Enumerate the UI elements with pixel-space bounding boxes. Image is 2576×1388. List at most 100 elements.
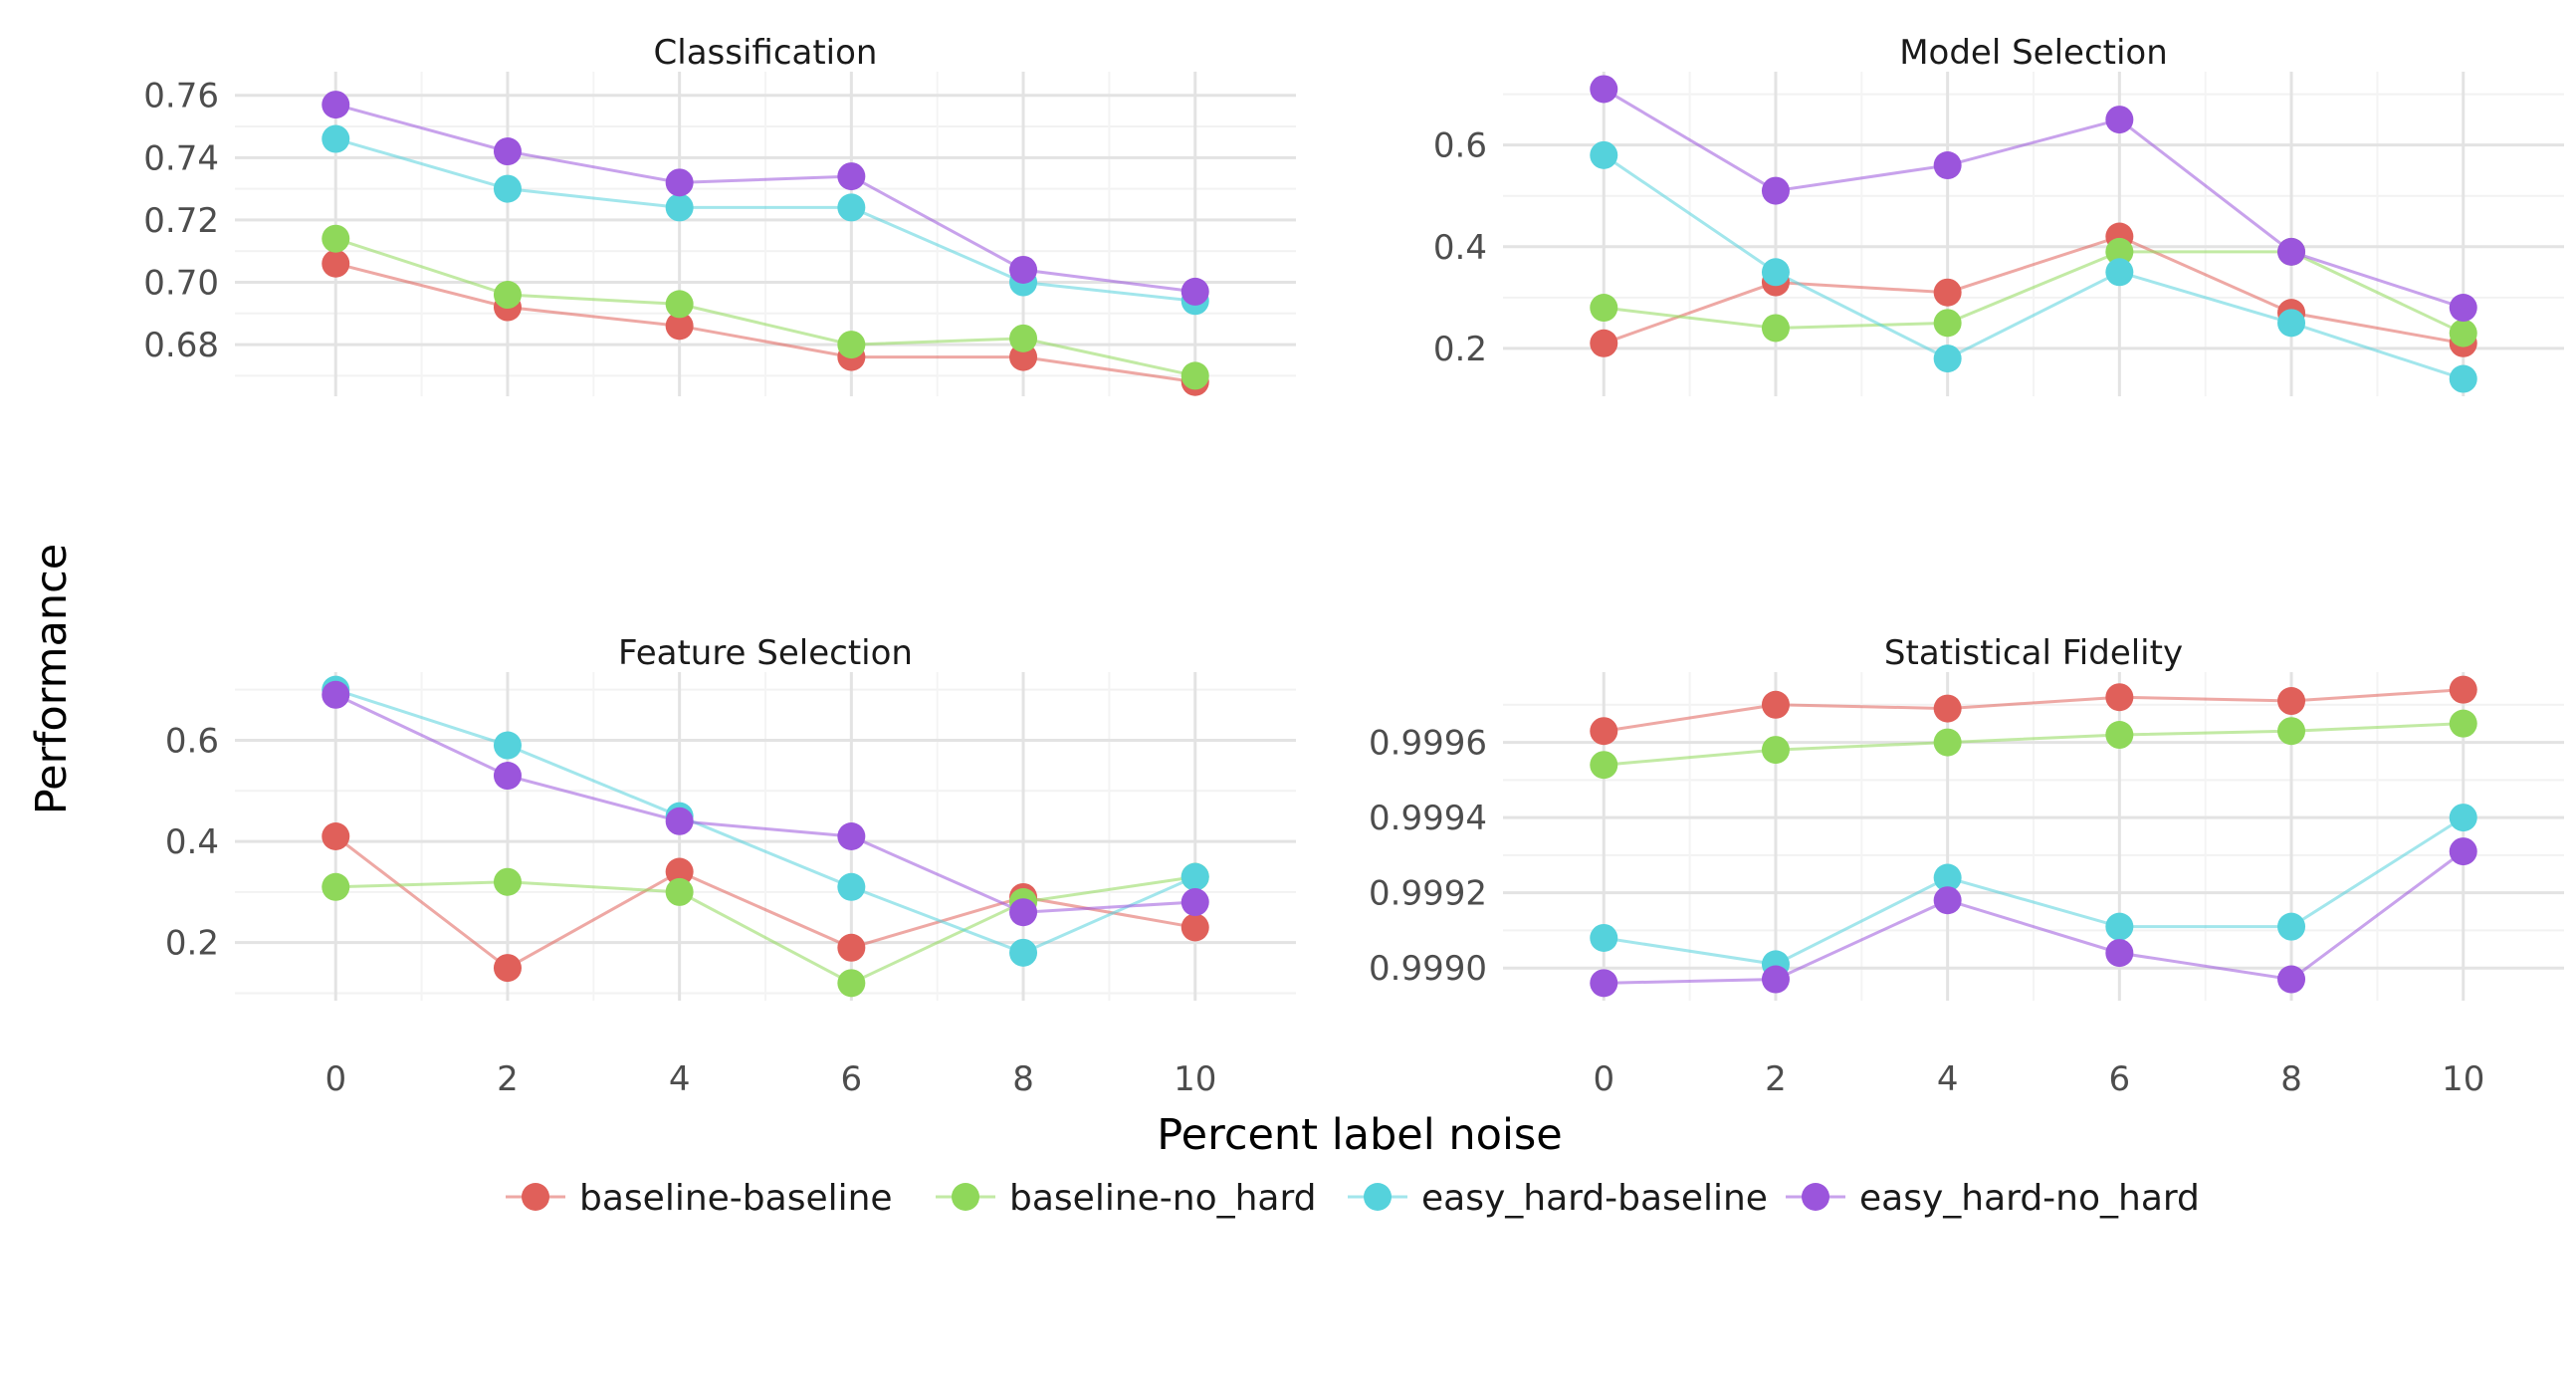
legend-key-point (1802, 1183, 1829, 1211)
data-point-baseline-no_hard (322, 872, 350, 901)
y-tick-label: 0.2 (165, 924, 219, 964)
data-point-baseline-no_hard (322, 224, 350, 253)
data-point-baseline-no_hard (493, 281, 522, 310)
x-tick-label: 10 (2442, 1059, 2484, 1099)
data-point-baseline-baseline (2105, 683, 2134, 712)
legend-key-point (1364, 1183, 1392, 1211)
data-point-easy_hard-baseline (493, 731, 522, 760)
y-tick-label: 0.70 (143, 264, 219, 304)
data-point-easy_hard-baseline (1761, 258, 1790, 287)
series-line-baseline-baseline (1604, 688, 2464, 733)
data-point-baseline-no_hard (2449, 709, 2477, 738)
data-point-baseline-no_hard (665, 877, 694, 906)
data-point-baseline-no_hard (2105, 237, 2134, 266)
x-tick-label: 8 (2280, 1059, 2302, 1099)
y-tick-label: 0.9990 (1369, 949, 1487, 989)
y-tick-label: 0.9994 (1369, 799, 1487, 838)
data-point-easy_hard-baseline (1590, 140, 1618, 169)
legend-key-point (952, 1183, 979, 1211)
panel-model-selection: 0.2 0.4 0.6 Model Selection (1433, 33, 2564, 396)
data-point-easy_hard-baseline (1181, 862, 1209, 891)
series-line-easy_hard-no_hard (1604, 849, 2465, 985)
legend-label: baseline-no_hard (1009, 1178, 1317, 1219)
data-point-easy_hard-no_hard (2277, 237, 2306, 266)
series-line-easy_hard-baseline (1603, 153, 2465, 380)
data-point-baseline-baseline (322, 249, 350, 278)
series-line-easy_hard-baseline (334, 688, 1196, 955)
data-point-easy_hard-baseline (837, 872, 866, 901)
legend-item-easy_hard-baseline: easy_hard-baseline (1348, 1178, 1768, 1219)
data-point-easy_hard-no_hard (1933, 886, 1962, 915)
data-point-baseline-baseline (2277, 687, 2306, 716)
y-tick-label: 0.6 (1433, 126, 1487, 166)
data-point-easy_hard-no_hard (1181, 888, 1209, 917)
data-point-easy_hard-baseline (837, 193, 866, 222)
data-point-baseline-baseline (665, 857, 694, 886)
x-tick-label: 10 (1174, 1059, 1216, 1099)
data-point-baseline-no_hard (2105, 721, 2134, 750)
legend-label: easy_hard-no_hard (1859, 1178, 2200, 1219)
series-line-easy_hard-no_hard (334, 103, 1195, 294)
data-point-baseline-no_hard (493, 867, 522, 896)
y-tick-label: 0.72 (143, 201, 219, 241)
data-point-easy_hard-baseline (2277, 309, 2306, 338)
data-point-easy_hard-no_hard (1009, 255, 1038, 284)
data-point-easy_hard-no_hard (1761, 176, 1790, 205)
data-point-baseline-no_hard (1933, 728, 1962, 757)
y-tick-label: 0.4 (165, 822, 219, 862)
data-point-easy_hard-no_hard (1933, 151, 1962, 180)
data-point-baseline-baseline (2449, 675, 2477, 704)
data-point-easy_hard-baseline (665, 193, 694, 222)
data-point-easy_hard-no_hard (322, 680, 350, 709)
data-point-easy_hard-baseline (1009, 938, 1038, 967)
data-point-baseline-baseline (1933, 278, 1962, 307)
data-point-easy_hard-no_hard (2449, 837, 2477, 866)
data-point-baseline-baseline (1761, 690, 1790, 719)
data-point-easy_hard-baseline (2449, 804, 2477, 832)
panel-classification: 0.68 0.70 0.72 0.74 0.76 Classification (143, 33, 1296, 396)
data-point-baseline-no_hard (1761, 736, 1790, 765)
data-point-easy_hard-baseline (322, 124, 350, 153)
data-point-baseline-no_hard (1933, 309, 1962, 338)
x-tick-label: 2 (1765, 1059, 1787, 1099)
data-point-easy_hard-no_hard (1009, 898, 1038, 927)
x-tick-label: 2 (497, 1059, 519, 1099)
data-point-baseline-baseline (1933, 694, 1962, 723)
x-tick-label: 0 (1593, 1059, 1614, 1099)
data-point-easy_hard-no_hard (2105, 106, 2134, 134)
y-tick-label: 0.2 (1433, 330, 1487, 369)
legend-label: baseline-baseline (579, 1178, 893, 1219)
x-tick-label: 0 (324, 1059, 346, 1099)
y-axis-title: Performance (27, 544, 77, 815)
data-point-easy_hard-no_hard (493, 137, 522, 166)
data-point-easy_hard-baseline (2105, 912, 2134, 941)
series-line-baseline-no_hard (1604, 722, 2464, 767)
data-point-baseline-no_hard (665, 290, 694, 319)
legend-item-easy_hard-no_hard: easy_hard-no_hard (1786, 1178, 2200, 1219)
data-point-baseline-no_hard (1181, 361, 1209, 390)
data-point-easy_hard-baseline (2105, 258, 2134, 287)
data-point-easy_hard-no_hard (837, 162, 866, 191)
y-tick-label: 0.9996 (1369, 724, 1487, 764)
data-point-easy_hard-no_hard (1590, 75, 1618, 104)
panel-title: Model Selection (1899, 33, 2168, 73)
y-tick-label: 0.68 (143, 326, 219, 365)
legend-item-baseline-no_hard: baseline-no_hard (936, 1178, 1317, 1219)
x-tick-label: 4 (669, 1059, 691, 1099)
data-point-easy_hard-no_hard (1590, 969, 1618, 998)
data-point-easy_hard-baseline (1933, 345, 1962, 373)
series-line-baseline-baseline (1603, 234, 2464, 346)
data-point-easy_hard-baseline (1933, 863, 1962, 892)
data-point-easy_hard-no_hard (493, 762, 522, 791)
data-point-easy_hard-no_hard (2277, 965, 2306, 994)
x-tick-label: 4 (1937, 1059, 1959, 1099)
panel-statistical-fidelity: 0.9990 0.9992 0.9994 0.9996 Statistical Fide… (1369, 633, 2564, 1099)
data-point-baseline-no_hard (2277, 717, 2306, 746)
data-point-easy_hard-no_hard (1761, 965, 1790, 994)
series-line-easy_hard-no_hard (1603, 88, 2465, 310)
y-tick-label: 0.74 (143, 138, 219, 178)
x-axis-title: Percent label noise (1157, 1110, 1563, 1160)
data-point-baseline-baseline (837, 933, 866, 962)
data-point-baseline-baseline (493, 954, 522, 983)
data-point-easy_hard-no_hard (2105, 939, 2134, 968)
